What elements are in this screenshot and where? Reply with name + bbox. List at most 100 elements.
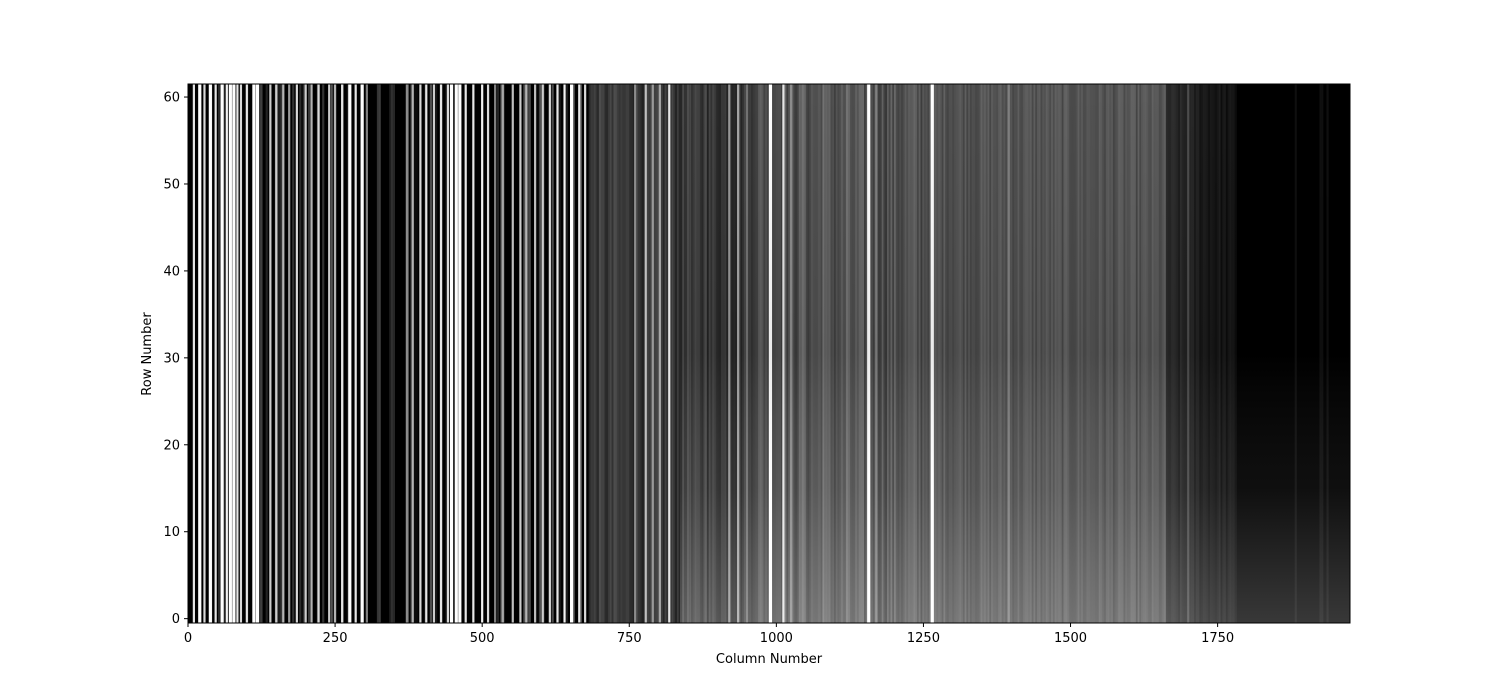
y-tick-label: 30	[163, 351, 180, 366]
continuum-band	[671, 84, 674, 623]
emission-line	[228, 84, 232, 623]
continuum-band	[558, 84, 561, 623]
continuum-band	[308, 84, 311, 623]
continuum-band	[631, 84, 634, 623]
x-axis-label: Column Number	[716, 652, 823, 667]
emission-line	[541, 84, 544, 623]
continuum-band	[572, 84, 575, 623]
emission-line	[192, 84, 195, 623]
emission-line	[341, 84, 344, 623]
x-tick-label: 1750	[1201, 631, 1234, 646]
continuum-band	[279, 84, 282, 623]
emission-line	[220, 84, 224, 623]
emission-line	[419, 84, 422, 623]
emission-line	[225, 84, 228, 623]
continuum-band	[664, 84, 667, 623]
continuum-band	[636, 84, 639, 623]
continuum-band	[565, 84, 568, 623]
emission-line	[519, 84, 522, 623]
continuum-band	[616, 84, 620, 623]
y-tick-label: 60	[163, 91, 180, 106]
emission-line	[584, 84, 587, 623]
emission-line	[464, 84, 467, 623]
emission-line	[556, 84, 559, 623]
emission-line	[255, 84, 260, 623]
continuum-band	[675, 84, 678, 623]
continuum-band	[258, 84, 261, 623]
emission-line	[214, 84, 217, 623]
continuum-band	[579, 84, 583, 623]
continuum-band	[592, 84, 595, 623]
emission-line	[668, 84, 671, 623]
continuum-band	[611, 84, 614, 623]
continuum-band	[606, 84, 609, 623]
emission-line	[481, 84, 484, 623]
continuum-band	[537, 84, 540, 623]
emission-line	[252, 84, 256, 623]
emission-line	[365, 84, 368, 623]
emission-line	[317, 84, 320, 623]
emission-line	[439, 84, 443, 623]
emission-line	[275, 84, 278, 623]
emission-line	[310, 84, 313, 623]
emission-line	[269, 84, 272, 623]
continuum-band	[650, 84, 653, 623]
continuum-band	[602, 84, 605, 623]
emission-line	[486, 84, 490, 623]
continuum-band	[643, 84, 646, 623]
continuum-band	[292, 84, 295, 623]
continuum-band	[676, 84, 680, 623]
y-tick-label: 20	[163, 438, 180, 453]
x-tick-label: 750	[617, 631, 642, 646]
continuum-band	[639, 84, 643, 623]
emission-line	[454, 84, 458, 623]
continuum-band	[539, 84, 542, 623]
continuum-band	[653, 84, 657, 623]
continuum-band	[590, 84, 593, 623]
emission-line	[245, 84, 248, 623]
continuum-band	[623, 84, 627, 623]
plot-area	[188, 84, 1350, 623]
emission-line	[360, 84, 364, 623]
emission-line	[570, 84, 574, 623]
emission-line	[354, 84, 357, 623]
emission-line	[511, 84, 514, 623]
continuum-band	[389, 84, 392, 623]
continuum-band	[678, 84, 681, 623]
continuum-band	[601, 84, 604, 623]
continuum-band	[604, 84, 607, 623]
y-tick-label: 40	[163, 264, 180, 279]
emission-line	[282, 84, 285, 623]
emission-line	[548, 84, 551, 623]
continuum-band	[646, 84, 650, 623]
emission-line	[203, 84, 206, 623]
continuum-band	[346, 84, 350, 623]
continuum-band	[638, 84, 641, 623]
continuum-band	[609, 84, 613, 623]
x-tick-label: 1250	[907, 631, 940, 646]
emission-line	[425, 84, 428, 623]
y-tick-label: 50	[163, 177, 180, 192]
continuum-band	[435, 84, 438, 623]
emission-line	[494, 84, 497, 623]
continuum-band	[223, 84, 226, 623]
emission-line	[472, 84, 475, 623]
plot-frame	[187, 83, 1351, 624]
continuum-band	[655, 84, 658, 623]
continuum-band	[608, 84, 611, 623]
emission-line	[644, 84, 647, 623]
continuum-band	[593, 84, 597, 623]
continuum-band	[332, 84, 335, 623]
continuum-band	[673, 84, 676, 623]
continuum-band	[618, 84, 621, 623]
continuum-band	[376, 84, 380, 623]
continuum-band	[661, 84, 664, 623]
emission-line	[208, 84, 212, 623]
lower-rows-glow	[680, 84, 1350, 623]
emission-line	[658, 84, 661, 623]
emission-line	[236, 84, 239, 623]
y-axis-ticks: 0 10 20 30 40 50 60	[163, 91, 188, 627]
emission-line	[501, 84, 504, 623]
emission-line	[449, 84, 454, 623]
continuum-band	[260, 84, 263, 623]
